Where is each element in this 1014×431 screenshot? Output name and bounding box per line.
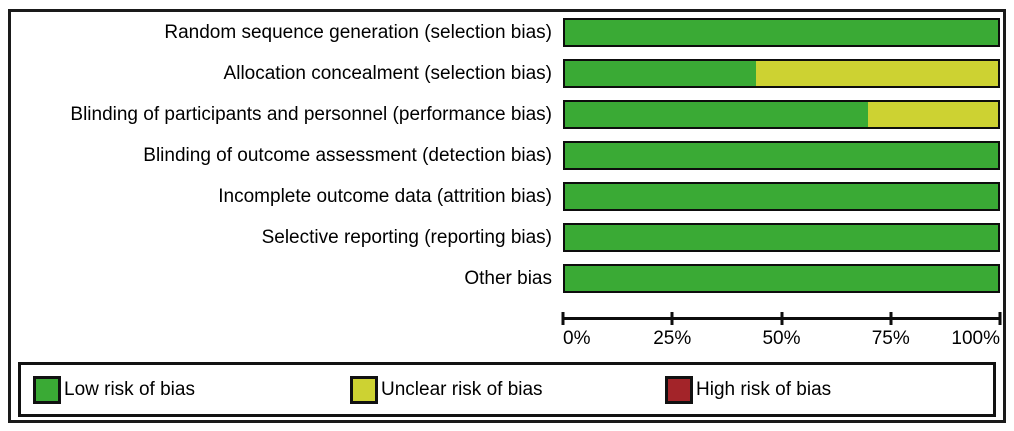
chart-row: Selective reporting (reporting bias) [11,223,1003,252]
category-label: Selective reporting (reporting bias) [261,227,552,248]
bar-rows-container: Random sequence generation (selection bi… [11,18,1003,305]
chart-row: Other bias [11,264,1003,293]
chart-row: Allocation concealment (selection bias) [11,59,1003,88]
category-label: Other bias [464,268,552,289]
legend-label: Low risk of bias [64,378,195,400]
category-label: Blinding of outcome assessment (detectio… [143,145,552,166]
risk-of-bias-figure-frame: Random sequence generation (selection bi… [8,9,1006,423]
axis-tick [998,312,1002,325]
stacked-bar [563,18,1000,47]
category-label: Random sequence generation (selection bi… [164,22,552,43]
axis-tick [561,312,565,325]
axis-tick-label: 100% [951,328,1000,349]
category-label: Allocation concealment (selection bias) [223,63,552,84]
bar-segment-low-risk-of-bias [565,20,998,45]
legend-swatch-unclear-risk-of-bias [350,375,378,404]
legend-item-unclear-risk-of-bias: Unclear risk of bias [350,375,543,404]
legend-swatch-low-risk-of-bias [33,375,61,404]
bar-segment-unclear-risk-of-bias [868,102,998,127]
axis-tick-label: 25% [653,328,692,349]
axis-tick [780,312,783,325]
legend-label: High risk of bias [696,378,832,400]
axis-tick-label: 0% [563,328,591,349]
bar-segment-unclear-risk-of-bias [755,61,998,86]
stacked-bar [563,141,1000,170]
chart-row: Random sequence generation (selection bi… [11,18,1003,47]
legend-item-low-risk-of-bias: Low risk of bias [33,375,195,404]
bar-segment-low-risk-of-bias [565,61,756,86]
stacked-bar [563,264,1000,293]
category-label: Blinding of participants and personnel (… [70,104,552,125]
axis-tick [889,312,893,325]
legend-item-high-risk-of-bias: High risk of bias [665,375,832,404]
legend-label: Unclear risk of bias [381,378,543,400]
x-axis: 0% 25% 50% 75% 100% [561,312,1002,354]
legend-box: Low risk of bias Unclear risk of bias High… [18,362,996,417]
bar-segment-low-risk-of-bias [565,266,998,291]
legend-swatch-high-risk-of-bias [665,375,693,404]
chart-row: Blinding of participants and personnel (… [11,100,1003,129]
category-label: Incomplete outcome data (attrition bias) [218,186,552,207]
stacked-bar [563,100,1000,129]
chart-row: Incomplete outcome data (attrition bias) [11,182,1003,211]
axis-tick-label: 50% [762,328,801,349]
bar-segment-low-risk-of-bias [565,225,998,250]
stacked-bar [563,223,1000,252]
bar-segment-low-risk-of-bias [565,102,869,127]
bar-segment-low-risk-of-bias [565,143,998,168]
axis-tick [670,312,674,325]
chart-row: Blinding of outcome assessment (detectio… [11,141,1003,170]
stacked-bar [563,182,1000,211]
stacked-bar [563,59,1000,88]
axis-tick-label: 75% [871,328,910,349]
bar-segment-low-risk-of-bias [565,184,998,209]
